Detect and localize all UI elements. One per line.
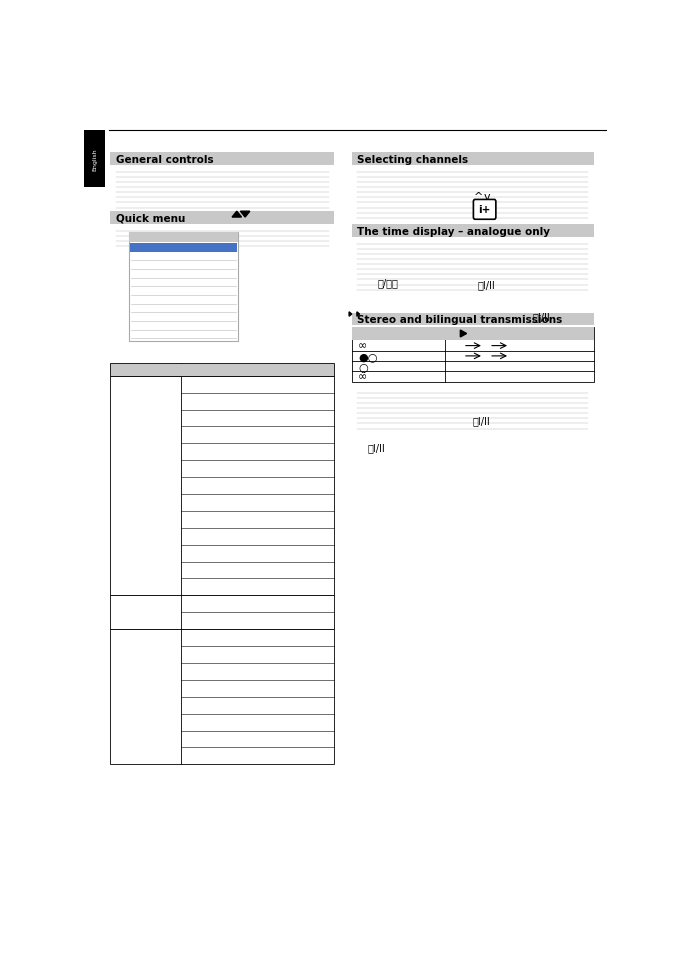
Text: ^: ^ [474, 192, 483, 201]
Bar [111, 364, 334, 376]
Text: i+: i+ [479, 205, 491, 215]
Polygon shape [357, 313, 359, 317]
Bar [111, 212, 334, 225]
Bar [352, 225, 594, 237]
Bar [111, 376, 334, 596]
Bar [130, 244, 237, 253]
Text: Stereo and bilingual transmissions: Stereo and bilingual transmissions [357, 314, 562, 324]
Text: The time display – analogue only: The time display – analogue only [357, 227, 550, 236]
Polygon shape [460, 331, 466, 337]
Text: ⓘI/II: ⓘI/II [368, 442, 386, 453]
Bar [129, 233, 239, 243]
Bar [352, 314, 594, 326]
Text: Ⓣ/Ⓐ⃣: Ⓣ/Ⓐ⃣ [378, 277, 399, 288]
Text: English: English [92, 148, 97, 171]
Bar [111, 630, 334, 764]
Polygon shape [349, 313, 352, 317]
Text: ⓘI/II: ⓘI/II [532, 312, 550, 322]
Text: ⓘI/II: ⓘI/II [478, 280, 495, 291]
Text: ○: ○ [358, 362, 368, 372]
Text: Selecting channels: Selecting channels [357, 154, 468, 165]
Polygon shape [232, 212, 241, 218]
Bar [111, 153, 334, 166]
Bar [352, 327, 594, 341]
Text: General controls: General controls [116, 154, 213, 165]
Bar [129, 233, 239, 342]
Text: ⓘI/II: ⓘI/II [472, 416, 490, 426]
Polygon shape [241, 212, 250, 218]
Bar [111, 596, 334, 630]
Text: v: v [484, 192, 490, 201]
Bar [84, 132, 105, 188]
FancyBboxPatch shape [473, 200, 496, 220]
Text: ●○: ●○ [358, 352, 377, 361]
Bar [352, 153, 594, 166]
Text: Quick menu: Quick menu [116, 213, 185, 223]
Text: ∞̈: ∞̈ [358, 372, 367, 382]
Text: ∞: ∞ [358, 341, 367, 352]
Bar [352, 327, 594, 382]
